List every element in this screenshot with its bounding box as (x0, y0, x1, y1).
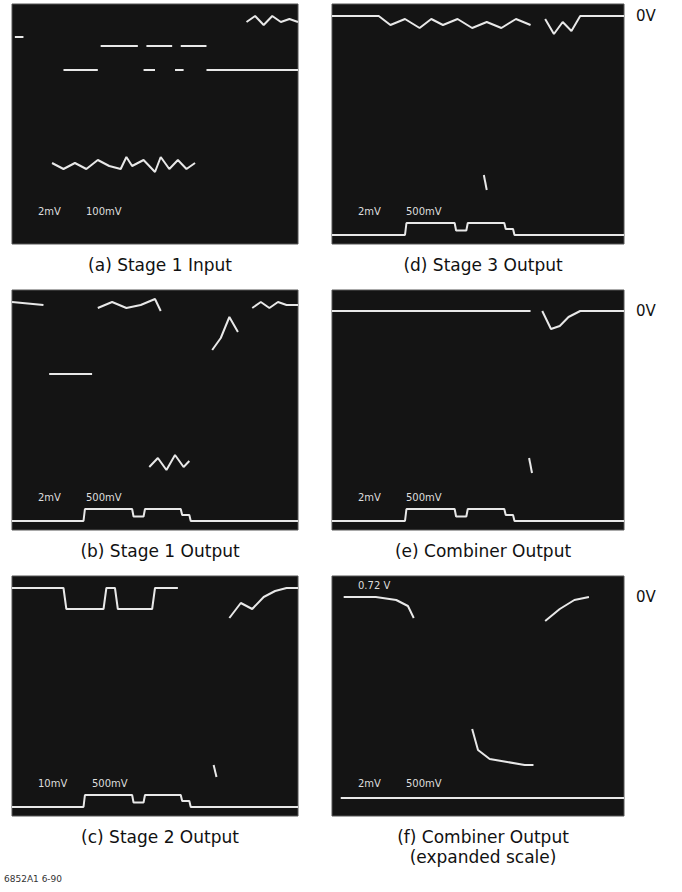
svg-text:(d) Stage 3 Output: (d) Stage 3 Output (403, 255, 563, 275)
svg-text:(b) Stage 1 Output: (b) Stage 1 Output (80, 541, 240, 561)
svg-text:2mV: 2mV (38, 492, 61, 503)
svg-text:0.72 V: 0.72 V (358, 580, 390, 591)
svg-text:(e) Combiner Output: (e) Combiner Output (395, 541, 571, 561)
svg-text:500mV: 500mV (406, 492, 442, 503)
svg-text:(f) Combiner Output: (f) Combiner Output (397, 827, 569, 847)
svg-text:(expanded scale): (expanded scale) (410, 847, 557, 867)
svg-text:(a) Stage 1 Input: (a) Stage 1 Input (88, 255, 232, 275)
svg-text:2mV: 2mV (38, 206, 61, 217)
svg-text:6852A1 6-90: 6852A1 6-90 (4, 874, 62, 884)
svg-text:0V: 0V (636, 302, 657, 320)
svg-text:2mV: 2mV (358, 206, 381, 217)
svg-text:0V: 0V (636, 588, 657, 606)
svg-text:2mV: 2mV (358, 492, 381, 503)
svg-text:100mV: 100mV (86, 206, 122, 217)
svg-text:500mV: 500mV (86, 492, 122, 503)
svg-text:2mV: 2mV (358, 778, 381, 789)
svg-text:(c) Stage 2 Output: (c) Stage 2 Output (81, 827, 239, 847)
svg-text:500mV: 500mV (406, 778, 442, 789)
svg-text:500mV: 500mV (406, 206, 442, 217)
svg-text:0V: 0V (636, 7, 657, 25)
svg-text:500mV: 500mV (92, 778, 128, 789)
svg-text:10mV: 10mV (38, 778, 67, 789)
